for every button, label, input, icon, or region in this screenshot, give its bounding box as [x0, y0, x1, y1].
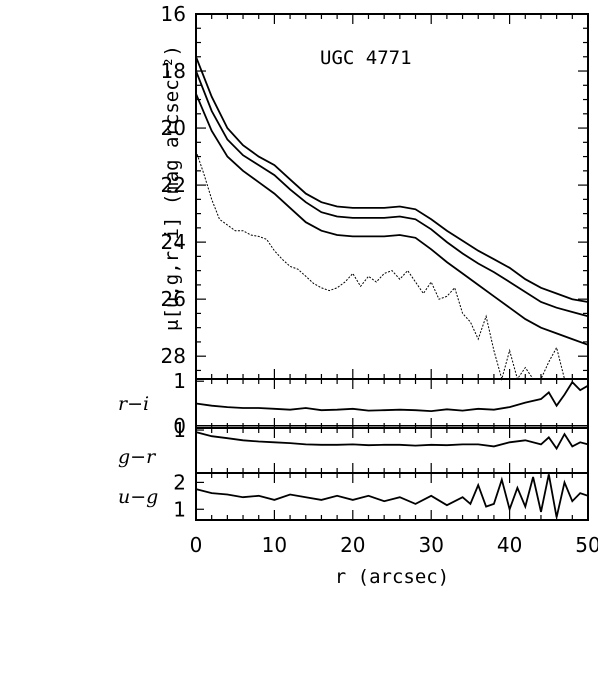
series-line-u-g: [195, 474, 589, 518]
x-tick-label: 50: [575, 533, 598, 557]
panel-frame-g-r: [195, 427, 589, 474]
x-tick-label: 10: [262, 533, 287, 557]
y-tick-label-g-r: 1: [173, 418, 186, 442]
y-tick-label-surface-brightness: 20: [161, 116, 186, 140]
y-tick-label-r-i: 1: [173, 369, 186, 393]
panel-label-g-r: g−r: [118, 446, 157, 468]
y-tick-label-r-i: 0: [173, 414, 186, 438]
series-line-r: [195, 70, 589, 318]
series-line-g-r: [195, 431, 589, 451]
y-tick-label-surface-brightness: 28: [161, 344, 186, 368]
y-tick-label-u-g: 2: [173, 470, 186, 494]
y-tick-label-surface-brightness: 18: [161, 59, 186, 83]
series-line-r-i: [195, 380, 589, 413]
x-tick-label: 0: [190, 533, 203, 557]
x-axis-title: r (arcsec): [335, 566, 449, 588]
x-tick-label: 40: [497, 533, 522, 557]
y-tick-label-surface-brightness: 26: [161, 287, 186, 311]
series-line-i: [195, 56, 589, 303]
y-axis-title: μ[u,g,r,i] (mag arcsec⁻²): [161, 45, 183, 331]
y-tick-label-surface-brightness: 22: [161, 173, 186, 197]
series-line-u: [195, 150, 565, 381]
series-line-g: [195, 93, 589, 346]
chart-title: UGC 4771: [320, 47, 412, 69]
panel-label-u-g: u−g: [118, 486, 158, 508]
x-tick-label: 30: [418, 533, 443, 557]
panel-label-r-i: r−i: [118, 393, 149, 415]
panel-frame-r-i: [195, 378, 589, 429]
panel-frame-u-g: [195, 472, 589, 521]
y-tick-label-surface-brightness: 24: [161, 230, 186, 254]
y-tick-label-surface-brightness: 16: [161, 2, 186, 26]
x-tick-label: 20: [340, 533, 365, 557]
y-tick-label-u-g: 1: [173, 497, 186, 521]
